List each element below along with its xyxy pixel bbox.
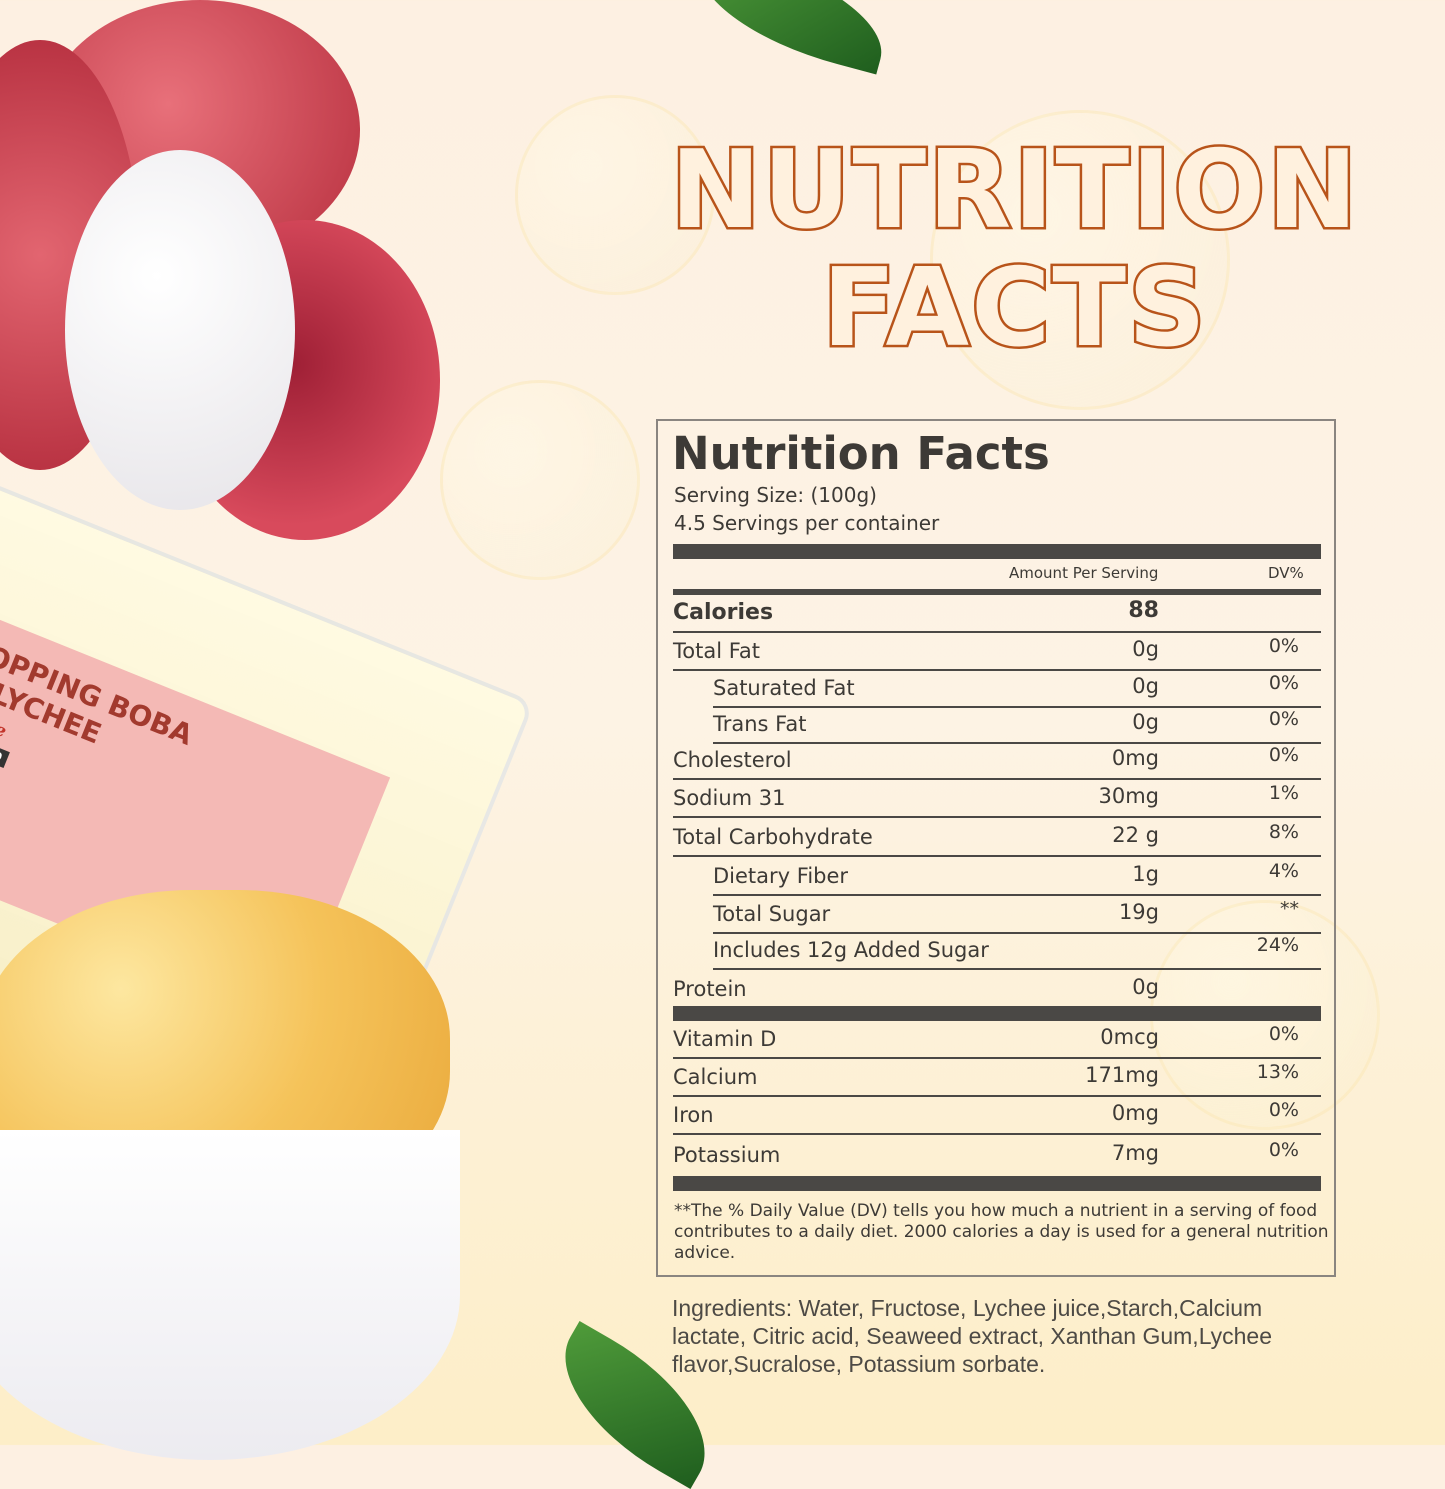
ingredients: Ingredients: Water, Fructose, Lychee jui… (672, 1295, 1273, 1377)
nutrient-name: Sodium 31 (673, 786, 786, 810)
nutrient-row: Trans Fat 0g 0% (713, 706, 1321, 744)
lychee-flesh (65, 150, 295, 510)
column-amount-header: Amount Per Serving (1009, 564, 1159, 582)
divider-thick (673, 589, 1321, 595)
nutrient-name: Total Fat (673, 639, 760, 663)
nutrient-dv: 0% (1268, 744, 1299, 766)
nutrient-dv: 1% (1268, 782, 1299, 804)
nutrient-row: Potassium 7mg 0% (673, 1135, 1321, 1173)
nutrient-name: Includes 12g Added Sugar (713, 938, 989, 962)
nutrient-amount: 171mg (1085, 1063, 1159, 1087)
nutrient-amount: 0g (1132, 710, 1159, 734)
nutrient-row: Saturated Fat 0g 0% (713, 670, 1321, 708)
servings-per-container: 4.5 Servings per container (674, 511, 940, 535)
heading-line1: NUTRITION (668, 126, 1360, 256)
nutrient-dv: 24% (1256, 934, 1299, 956)
label-title: Nutrition Facts (672, 427, 1050, 480)
nutrient-amount: 30mg (1098, 784, 1159, 808)
footnote: **The % Daily Value (DV) tells you how m… (674, 1201, 1329, 1263)
nutrient-dv: 4% (1268, 860, 1299, 882)
nutrient-dv: 13% (1256, 1061, 1299, 1083)
nutrient-dv: 0% (1268, 635, 1299, 657)
nutrient-name: Calcium (673, 1065, 758, 1089)
nutrient-name: Trans Fat (713, 712, 807, 736)
nutrient-name: Cholesterol (673, 748, 792, 772)
nutrient-name: Vitamin D (673, 1027, 777, 1051)
divider-thick (673, 544, 1321, 559)
nutrient-dv: 0% (1268, 1099, 1299, 1121)
nutrient-row: Vitamin D 0mcg 0% (673, 1021, 1321, 1059)
nutrient-amount: 0mcg (1100, 1025, 1159, 1049)
nutrient-amount: 0g (1132, 975, 1159, 999)
nutrient-row: Total Fat 0g 0% (673, 633, 1321, 671)
nutrient-row: Cholesterol 0mg 0% (673, 742, 1321, 780)
nutrient-row: Total Sugar 19g ** (713, 896, 1321, 934)
nutrient-amount: 88 (1128, 598, 1159, 623)
bubble-decoration (515, 95, 715, 295)
nutrient-row: Includes 12g Added Sugar 24% (713, 932, 1321, 970)
nutrient-row: Calories 88 (673, 595, 1321, 633)
nutrient-name: Dietary Fiber (713, 864, 849, 888)
nutrient-amount: 0mg (1111, 1101, 1159, 1125)
product-image: POPPING BOBA LYCHEE Fanale 006-SP450 (0, 0, 620, 1460)
column-dv-header: DV% (1268, 564, 1304, 582)
nutrient-row: Calcium 171mg 13% (673, 1059, 1321, 1097)
nutrient-dv: 0% (1268, 1139, 1299, 1161)
nutrient-name: Total Sugar (713, 902, 831, 926)
nutrient-row: Protein 0g (673, 969, 1321, 1007)
bowl (0, 1130, 460, 1460)
nutrient-row: Iron 0mg 0% (673, 1097, 1321, 1135)
nutrient-amount: 22 g (1112, 823, 1159, 847)
nutrient-amount: 7mg (1111, 1141, 1159, 1165)
nutrient-dv: ** (1280, 898, 1299, 920)
nutrient-amount: 0g (1132, 637, 1159, 661)
nutrient-row: Total Carbohydrate 22 g 8% (673, 819, 1321, 857)
nutrient-name: Potassium (673, 1143, 781, 1167)
nutrient-amount: 0mg (1111, 746, 1159, 770)
bubble-decoration (440, 380, 640, 580)
nutrient-row: Sodium 31 30mg 1% (673, 780, 1321, 818)
nutrient-dv: 0% (1268, 1023, 1299, 1045)
divider-thick (673, 1006, 1321, 1021)
nutrient-amount: 19g (1118, 900, 1159, 924)
heading-line2: FACTS (820, 244, 1209, 374)
nutrient-dv: 0% (1268, 708, 1299, 730)
nutrient-name: Calories (673, 600, 774, 625)
nutrient-name: Total Carbohydrate (673, 825, 873, 849)
nutrient-name: Iron (673, 1103, 714, 1127)
bubble-decoration (930, 110, 1230, 410)
nutrient-name: Protein (673, 977, 747, 1001)
leaf-decoration (683, 0, 897, 75)
serving-size: Serving Size: (100g) (674, 483, 877, 507)
nutrition-facts-label: Nutrition Facts Serving Size: (100g) 4.5… (656, 419, 1336, 1277)
nutrient-name: Saturated Fat (713, 676, 855, 700)
nutrient-amount: 1g (1132, 862, 1159, 886)
nutrient-row: Dietary Fiber 1g 4% (713, 858, 1321, 896)
divider-thick (673, 1176, 1321, 1191)
nutrient-dv: 8% (1268, 821, 1299, 843)
nutrient-dv: 0% (1268, 672, 1299, 694)
nutrient-amount: 0g (1132, 674, 1159, 698)
